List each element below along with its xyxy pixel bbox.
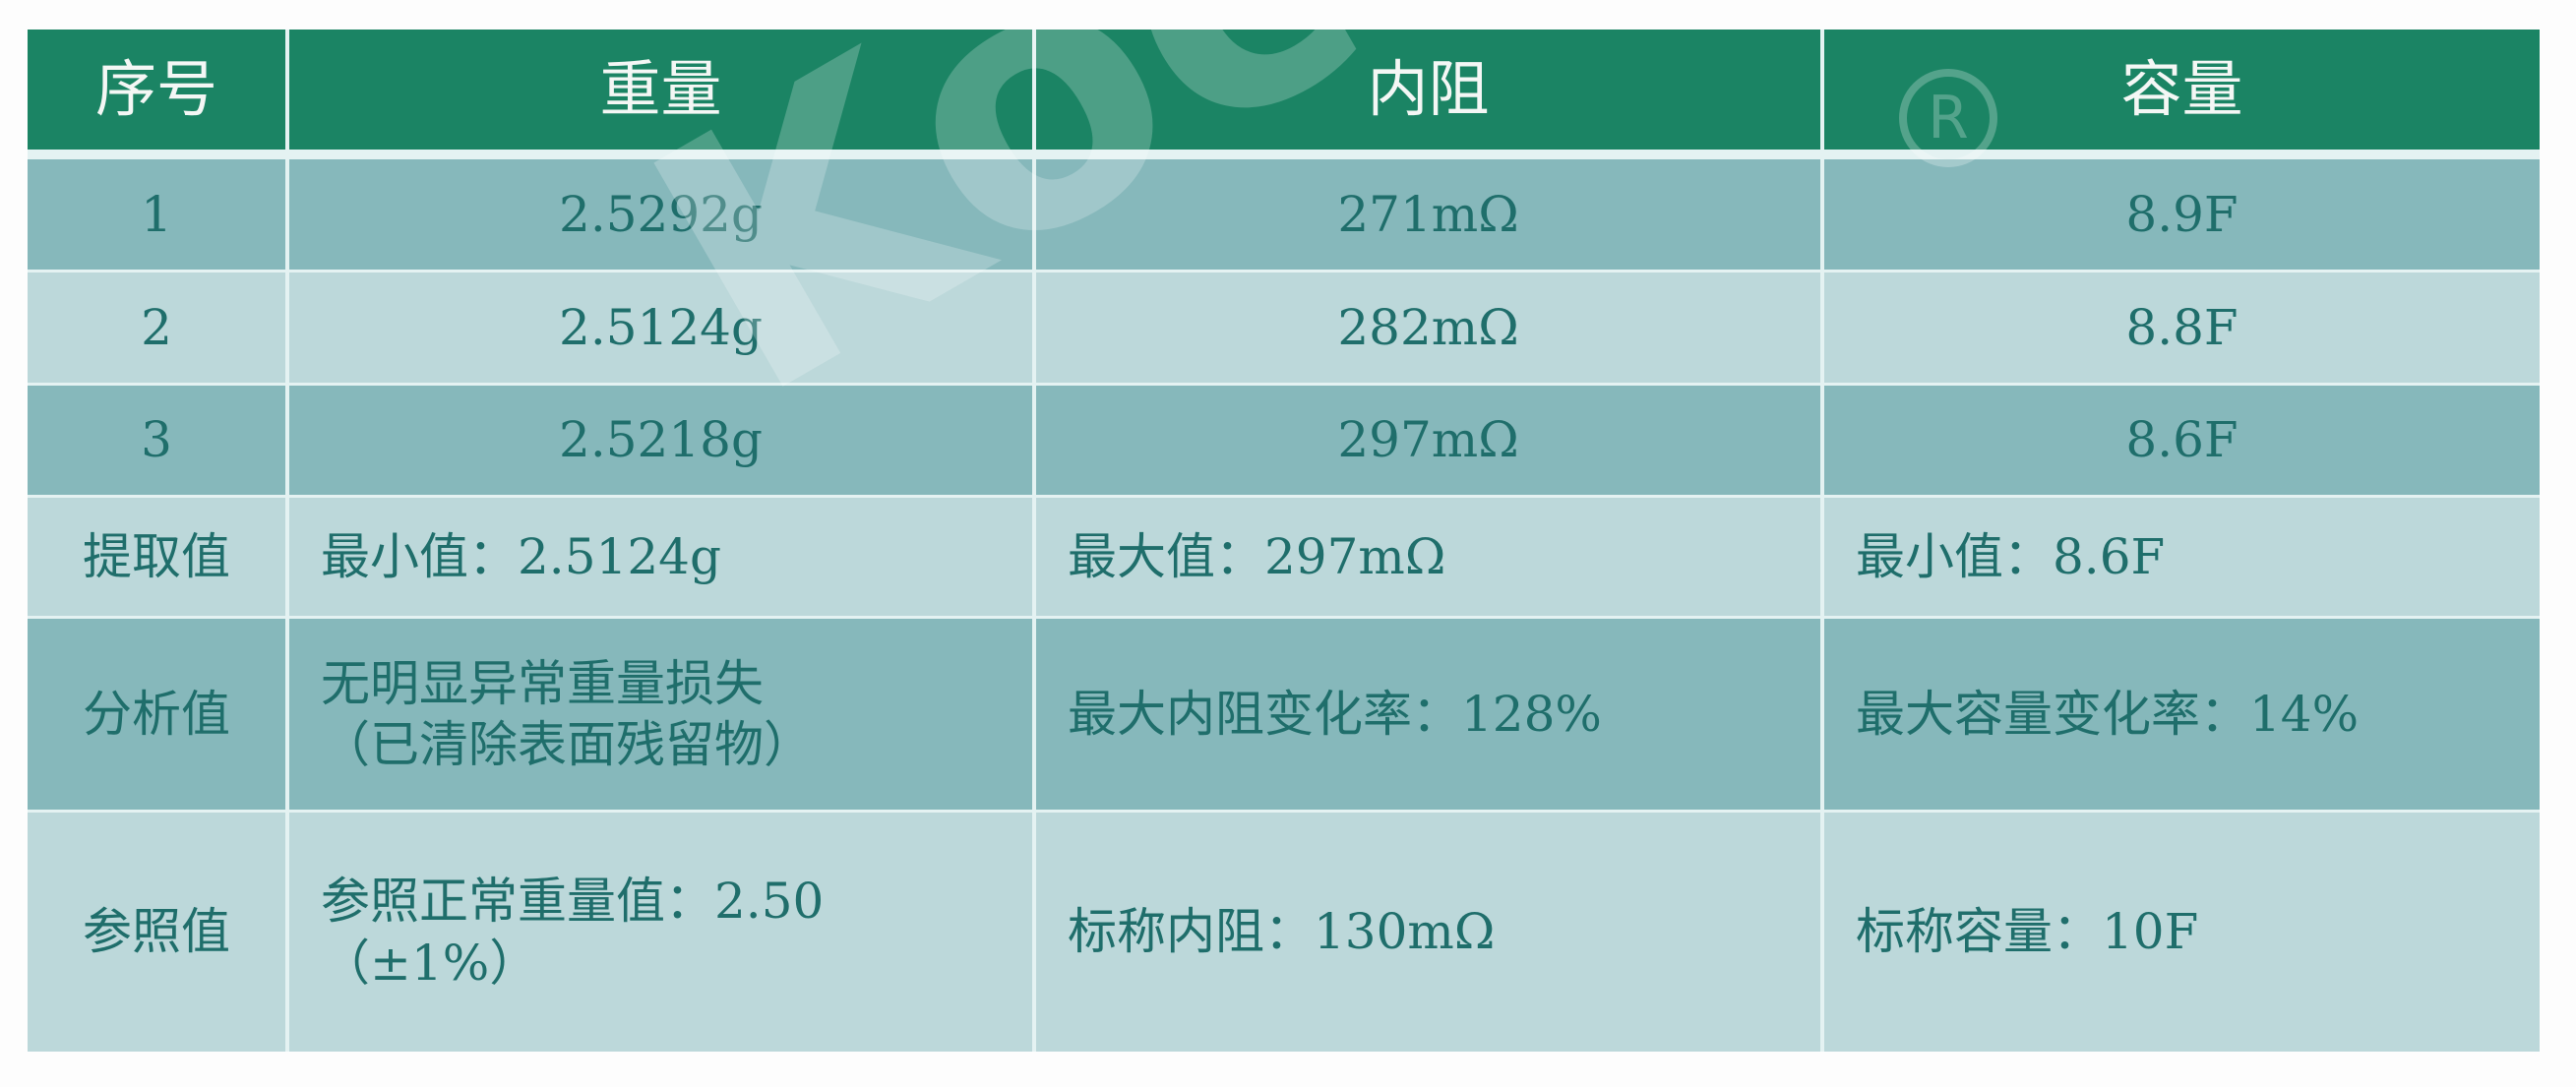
cell-capacity: 标称容量：10F — [1824, 813, 2540, 1052]
cell-index: 分析值 — [28, 619, 285, 810]
cell-capacity: 8.8F — [1824, 272, 2540, 383]
cell-index: 提取值 — [28, 498, 285, 616]
cell-resistance: 271mΩ — [1036, 159, 1820, 270]
cell-weight: 最小值：2.5124g — [289, 498, 1032, 616]
cell-resistance: 282mΩ — [1036, 272, 1820, 383]
cell-index: 参照值 — [28, 813, 285, 1052]
cell-capacity: 最小值：8.6F — [1824, 498, 2540, 616]
registered-mark-icon: R — [1899, 69, 1997, 167]
cell-weight: 2.5292g — [289, 159, 1032, 270]
cell-weight: 无明显异常重量损失 （已清除表面残留物） — [289, 619, 1032, 810]
cell-index: 3 — [28, 386, 285, 495]
header-weight: 重量 — [289, 30, 1032, 150]
cell-index: 2 — [28, 272, 285, 383]
cell-weight: 2.5218g — [289, 386, 1032, 495]
cell-capacity: 8.6F — [1824, 386, 2540, 495]
cell-weight: 2.5124g — [289, 272, 1032, 383]
header-index: 序号 — [28, 30, 285, 150]
header-resistance: 内阻 — [1036, 30, 1820, 150]
cell-resistance: 标称内阻：130mΩ — [1036, 813, 1820, 1052]
cell-resistance: 最大内阻变化率：128% — [1036, 619, 1820, 810]
cell-resistance: 最大值：297mΩ — [1036, 498, 1820, 616]
cell-resistance: 297mΩ — [1036, 386, 1820, 495]
cell-index: 1 — [28, 159, 285, 270]
cell-weight: 参照正常重量值：2.50 （±1%） — [289, 813, 1032, 1052]
cell-capacity: 8.9F — [1824, 159, 2540, 270]
cell-capacity: 最大容量变化率：14% — [1824, 619, 2540, 810]
